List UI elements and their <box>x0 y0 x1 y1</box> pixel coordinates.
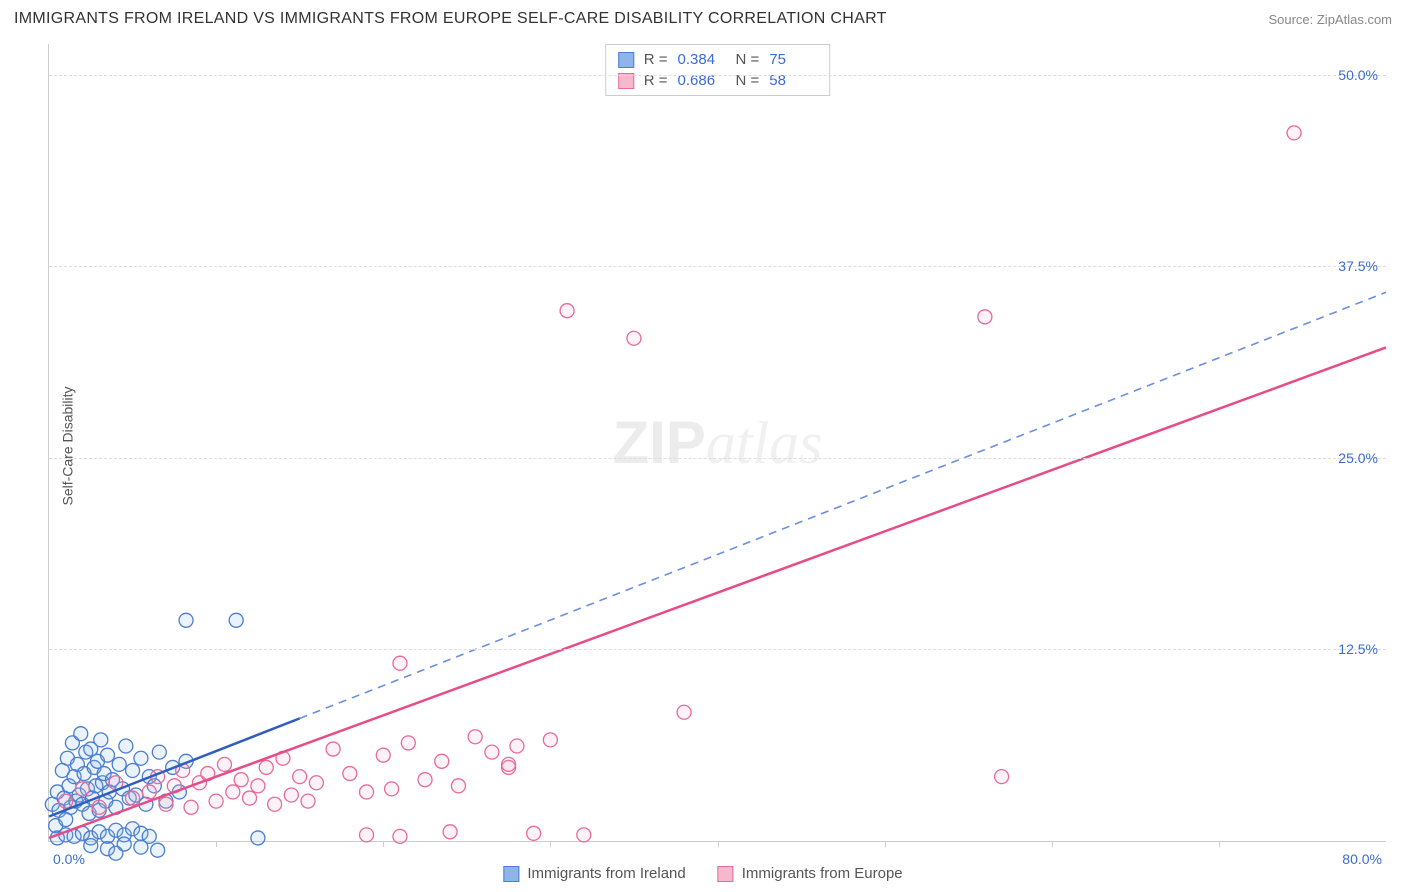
data-point-europe <box>527 826 541 840</box>
data-point-europe <box>251 779 265 793</box>
r-label: R = <box>644 51 668 68</box>
data-point-ireland <box>74 727 88 741</box>
n-label: N = <box>736 51 760 68</box>
data-point-europe <box>451 779 465 793</box>
data-point-europe <box>978 310 992 324</box>
data-point-europe <box>301 794 315 808</box>
data-point-ireland <box>109 846 123 860</box>
data-point-ireland <box>126 763 140 777</box>
data-point-ireland <box>84 839 98 853</box>
x-tick <box>216 841 217 847</box>
data-point-europe <box>126 791 140 805</box>
data-point-europe <box>142 785 156 799</box>
data-point-europe <box>243 791 257 805</box>
n-value-ireland: 75 <box>769 51 817 68</box>
data-point-ireland <box>112 757 126 771</box>
r-value-ireland: 0.384 <box>678 51 726 68</box>
data-point-europe <box>217 757 231 771</box>
data-point-ireland <box>229 613 243 627</box>
x-tick <box>383 841 384 847</box>
data-point-europe <box>418 773 432 787</box>
data-point-europe <box>401 736 415 750</box>
data-point-europe <box>1287 126 1301 140</box>
data-point-europe <box>75 782 89 796</box>
data-point-europe <box>259 760 273 774</box>
x-tick <box>885 841 886 847</box>
data-point-ireland <box>119 739 133 753</box>
data-point-europe <box>468 730 482 744</box>
gridline <box>49 649 1386 650</box>
data-point-europe <box>385 782 399 796</box>
data-point-europe <box>343 767 357 781</box>
data-point-europe <box>560 304 574 318</box>
swatch-europe <box>718 866 734 882</box>
data-point-ireland <box>151 843 165 857</box>
data-point-europe <box>234 773 248 787</box>
data-point-europe <box>159 797 173 811</box>
data-point-europe <box>543 733 557 747</box>
scatter-svg <box>49 44 1386 841</box>
data-point-europe <box>677 705 691 719</box>
data-point-europe <box>284 788 298 802</box>
data-point-europe <box>309 776 323 790</box>
data-point-europe <box>326 742 340 756</box>
legend-label-ireland: Immigrants from Ireland <box>527 865 685 882</box>
data-point-europe <box>995 770 1009 784</box>
data-point-ireland <box>100 748 114 762</box>
source-label: Source: ZipAtlas.com <box>1268 12 1392 27</box>
bottom-legend: Immigrants from Ireland Immigrants from … <box>503 865 902 882</box>
data-point-europe <box>502 757 516 771</box>
legend-item-europe: Immigrants from Europe <box>718 865 903 882</box>
x-tick <box>1052 841 1053 847</box>
data-point-europe <box>268 797 282 811</box>
data-point-ireland <box>134 840 148 854</box>
y-tick-label: 12.5% <box>1338 641 1378 657</box>
plot-area: ZIPatlas R = 0.384 N = 75 R = 0.686 N = … <box>48 44 1386 842</box>
x-axis-max-label: 80.0% <box>1342 851 1382 867</box>
data-point-ireland <box>152 745 166 759</box>
swatch-ireland <box>503 866 519 882</box>
x-tick <box>1219 841 1220 847</box>
data-point-europe <box>435 754 449 768</box>
stats-legend: R = 0.384 N = 75 R = 0.686 N = 58 <box>605 44 831 96</box>
data-point-europe <box>59 794 73 808</box>
data-point-ireland <box>251 831 265 845</box>
data-point-europe <box>226 785 240 799</box>
y-tick-label: 37.5% <box>1338 258 1378 274</box>
swatch-ireland <box>618 52 634 68</box>
gridline <box>49 458 1386 459</box>
data-point-europe <box>293 770 307 784</box>
y-tick-label: 25.0% <box>1338 450 1378 466</box>
data-point-ireland <box>179 613 193 627</box>
x-axis-min-label: 0.0% <box>53 851 85 867</box>
y-tick-label: 50.0% <box>1338 67 1378 83</box>
data-point-ireland <box>94 733 108 747</box>
x-tick <box>718 841 719 847</box>
stats-row-europe: R = 0.686 N = 58 <box>618 70 818 91</box>
stats-row-ireland: R = 0.384 N = 75 <box>618 49 818 70</box>
data-point-europe <box>627 331 641 345</box>
gridline <box>49 266 1386 267</box>
data-point-europe <box>443 825 457 839</box>
data-point-europe <box>577 828 591 842</box>
chart-title: IMMIGRANTS FROM IRELAND VS IMMIGRANTS FR… <box>14 10 887 28</box>
data-point-europe <box>360 828 374 842</box>
data-point-europe <box>510 739 524 753</box>
header: IMMIGRANTS FROM IRELAND VS IMMIGRANTS FR… <box>14 10 1392 28</box>
data-point-europe <box>393 656 407 670</box>
data-point-europe <box>92 800 106 814</box>
data-point-europe <box>393 829 407 843</box>
data-point-europe <box>184 800 198 814</box>
gridline <box>49 75 1386 76</box>
data-point-europe <box>485 745 499 759</box>
data-point-ireland <box>134 751 148 765</box>
legend-item-ireland: Immigrants from Ireland <box>503 865 685 882</box>
legend-label-europe: Immigrants from Europe <box>742 865 903 882</box>
data-point-europe <box>376 748 390 762</box>
x-tick <box>550 841 551 847</box>
data-point-europe <box>209 794 223 808</box>
data-point-europe <box>360 785 374 799</box>
